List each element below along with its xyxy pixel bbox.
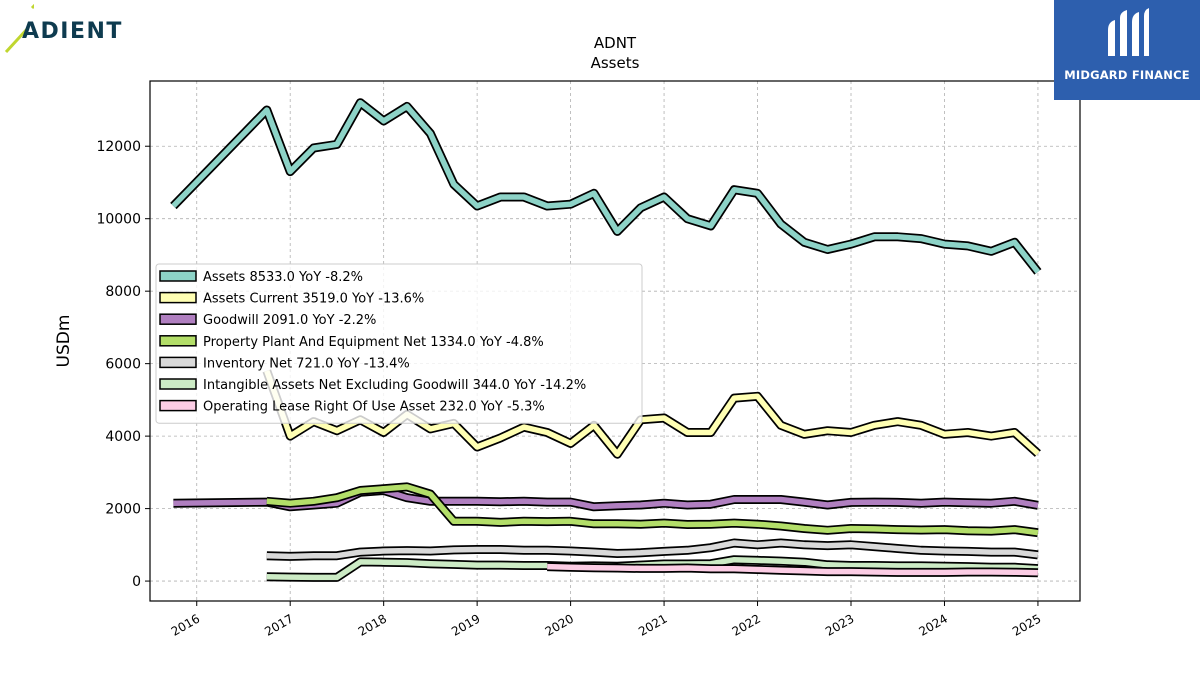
y-tick-label: 2000 [105,502,141,518]
y-axis-ticks: 0 2000 4000 6000 8000 10000 12000 [96,139,150,590]
series-3-line [266,484,1039,536]
x-tick-label: 2021 [636,611,669,638]
legend-swatch [159,356,197,369]
x-tick-label: 2024 [917,611,950,638]
midgard-logo-text: MIDGARD FINANCE [1064,68,1190,82]
midgard-finance-logo: MIDGARD FINANCE [1054,0,1200,100]
x-tick-label: 2016 [169,611,202,638]
legend-swatch [159,378,197,390]
series-4-line [266,540,1039,560]
legend-swatch [159,335,197,347]
x-tick-label: 2018 [356,611,389,638]
y-tick-label: 6000 [105,357,141,373]
legend-entry: Property Plant And Equipment Net 1334.0 … [203,335,544,350]
legend-entry: Intangible Assets Net Excluding Goodwill… [203,378,586,393]
series-lines [170,98,1042,582]
legend-entry: Assets 8533.0 YoY -8.2% [203,270,363,285]
y-tick-label: 4000 [105,429,141,445]
x-tick-label: 2019 [449,611,482,638]
series-0-line [171,99,1041,274]
legend-swatch [159,291,197,304]
x-axis-ticks: 2016 2017 2018 2019 2020 2021 2022 2023 2024 2025 [169,601,1043,639]
legend-swatch [159,399,197,412]
chart-title: ADNT [594,34,637,52]
y-tick-label: 12000 [96,139,141,155]
x-tick-label: 2023 [823,611,856,638]
plot-frame [149,80,1081,602]
y-tick-label: 10000 [96,212,141,228]
legend-box [155,263,643,424]
legend: Assets 8533.0 YoY -8.2% Assets Current 35… [155,263,643,424]
y-axis-label: USDm [54,315,74,368]
legend-swatch [159,313,197,325]
series-4 [266,538,1039,561]
series-0-outline [170,98,1042,275]
series-6-line [547,563,1038,576]
legend-entry: Assets Current 3519.0 YoY -13.6% [203,292,424,307]
adient-logo-text: ADIENT [22,19,123,44]
y-tick-label: 8000 [105,284,141,300]
x-tick-label: 2017 [262,611,295,638]
adient-slash-logo-icon [4,4,34,54]
series-0 [170,98,1042,275]
series-6 [547,562,1038,578]
y-tick-label: 0 [132,574,141,590]
chart-subtitle: Assets [591,54,640,72]
x-tick-label: 2025 [1010,611,1043,638]
x-tick-label: 2020 [543,611,576,638]
legend-swatch [159,270,197,282]
midgard-m-logo-icon [1108,8,1149,56]
legend-entry: Inventory Net 721.0 YoY -13.4% [203,356,410,371]
series-3 [266,482,1039,538]
adient-logo: ADIENT [4,4,144,60]
x-tick-label: 2022 [730,611,763,638]
legend-entry: Operating Lease Right Of Use Asset 232.0… [203,400,545,415]
legend-entry: Goodwill 2091.0 YoY -2.2% [203,313,376,328]
